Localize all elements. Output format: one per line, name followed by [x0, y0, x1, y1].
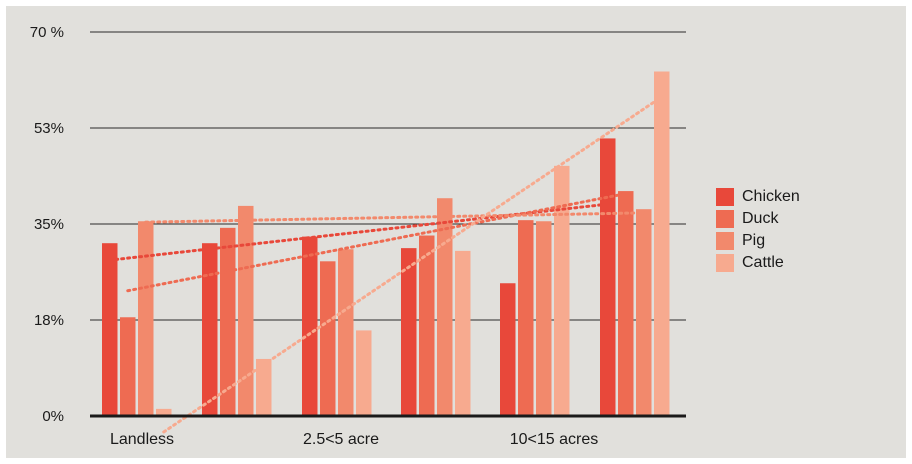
bar-chart: 0% 18% 35% 53% 70 % Landless 2.5<5 acre 10<15 …	[30, 24, 686, 448]
bar-chicken	[500, 283, 516, 416]
trendline-cattle	[162, 95, 664, 434]
x-tick-label: 10<15 acres	[510, 431, 599, 448]
bars	[102, 71, 670, 417]
legend: Chicken Duck Pig Cattle	[716, 186, 800, 274]
y-axis-ticks: 0% 18% 35% 53% 70 %	[30, 24, 64, 425]
x-tick-label: Landless	[110, 431, 174, 448]
bar-chicken	[401, 248, 417, 416]
bar-pig	[338, 249, 354, 416]
bar-chicken	[102, 243, 118, 416]
bar-pig	[238, 205, 254, 416]
legend-label: Cattle	[742, 254, 784, 271]
y-tick-label: 18%	[34, 312, 64, 329]
y-tick-label: 0%	[42, 408, 64, 425]
legend-item-duck: Duck	[716, 208, 800, 230]
bar-chicken	[600, 138, 616, 416]
trendline-pig	[144, 211, 646, 224]
legend-label: Chicken	[742, 188, 800, 205]
legend-item-pig: Pig	[716, 230, 800, 252]
x-tick-label: 2.5<5 acre	[303, 431, 379, 448]
bar-cattle	[256, 358, 272, 416]
legend-item-chicken: Chicken	[716, 186, 800, 208]
bar-pig	[536, 221, 552, 416]
trendline-chicken	[108, 202, 610, 262]
bar-cattle	[654, 71, 670, 417]
legend-swatch	[716, 232, 734, 250]
bar-duck	[518, 220, 534, 416]
bar-chicken	[302, 236, 318, 416]
bar-pig	[437, 198, 453, 416]
legend-item-cattle: Cattle	[716, 252, 800, 274]
bar-duck	[320, 261, 336, 416]
trendline-duck	[126, 192, 628, 293]
bar-duck	[419, 235, 435, 416]
x-axis-ticks: Landless 2.5<5 acre 10<15 acres	[110, 431, 598, 448]
bar-duck	[618, 191, 634, 416]
bar-chicken	[202, 243, 218, 416]
bar-pig	[636, 209, 652, 416]
legend-swatch	[716, 188, 734, 206]
legend-label: Pig	[742, 232, 766, 249]
y-tick-label: 70 %	[30, 24, 64, 41]
trendlines	[108, 95, 664, 434]
legend-label: Duck	[742, 210, 779, 227]
bar-cattle	[455, 250, 471, 416]
chart-frame: 0% 18% 35% 53% 70 % Landless 2.5<5 acre 10<15 …	[6, 6, 906, 458]
bar-cattle	[554, 165, 570, 416]
legend-swatch	[716, 254, 734, 272]
bar-pig	[138, 221, 154, 416]
bar-cattle	[356, 330, 372, 416]
bar-duck	[120, 317, 136, 416]
y-tick-label: 35%	[34, 216, 64, 233]
bar-duck	[220, 227, 236, 416]
bar-cattle	[156, 408, 172, 416]
grid-lines	[90, 31, 686, 321]
y-tick-label: 53%	[34, 120, 64, 137]
legend-swatch	[716, 210, 734, 228]
